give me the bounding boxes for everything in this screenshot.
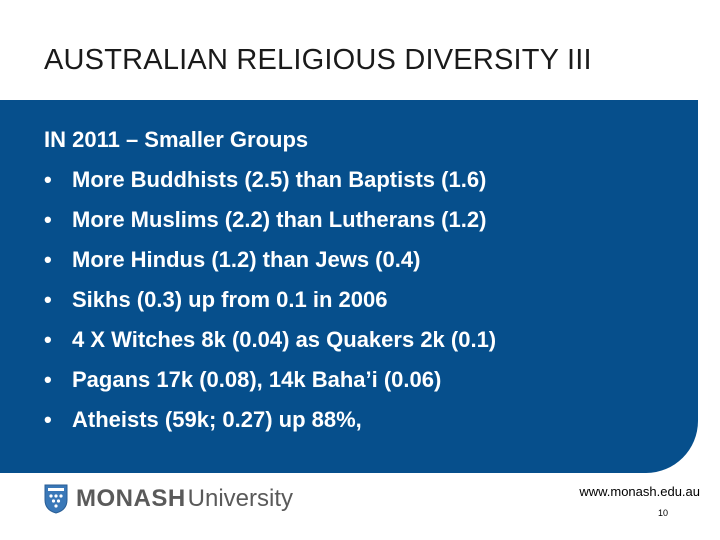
- bullet-icon: •: [44, 367, 52, 392]
- bullet-text: More Buddhists (2.5) than Baptists (1.6): [72, 167, 487, 192]
- monash-logo: MONASH University: [44, 484, 293, 514]
- list-item: • 4 X Witches 8k (0.04) as Quakers 2k (0.…: [44, 320, 496, 360]
- bullet-list: • More Buddhists (2.5) than Baptists (1.6…: [44, 160, 496, 440]
- list-item: • More Hindus (1.2) than Jews (0.4): [44, 240, 496, 280]
- footer-url: www.monash.edu.au: [579, 484, 700, 499]
- bullet-icon: •: [44, 287, 52, 312]
- bullet-text: More Hindus (1.2) than Jews (0.4): [72, 247, 421, 272]
- bullet-icon: •: [44, 327, 52, 352]
- list-item: • Sikhs (0.3) up from 0.1 in 2006: [44, 280, 496, 320]
- bullet-icon: •: [44, 247, 52, 272]
- list-item: • Atheists (59k; 0.27) up 88%,: [44, 400, 496, 440]
- bullet-text: Atheists (59k; 0.27) up 88%,: [72, 407, 362, 432]
- bullet-text: 4 X Witches 8k (0.04) as Quakers 2k (0.1…: [72, 327, 497, 352]
- bullet-icon: •: [44, 207, 52, 232]
- list-item: • More Buddhists (2.5) than Baptists (1.6…: [44, 160, 496, 200]
- crest-icon: [44, 484, 68, 514]
- bullet-text: More Muslims (2.2) than Lutherans (1.2): [72, 207, 487, 232]
- list-item: • More Muslims (2.2) than Lutherans (1.2): [44, 200, 496, 240]
- content-panel: [0, 100, 698, 473]
- bullet-icon: •: [44, 407, 52, 432]
- list-item: • Pagans 17k (0.08), 14k Baha’i (0.06): [44, 360, 496, 400]
- page-number: 10: [657, 508, 668, 518]
- slide-content: IN 2011 – Smaller Groups • More Buddhists…: [44, 120, 496, 440]
- logo-wordmark-university: University: [187, 485, 294, 512]
- section-heading: IN 2011 – Smaller Groups: [44, 127, 309, 152]
- bullet-text: Sikhs (0.3) up from 0.1 in 2006: [72, 287, 388, 312]
- bullet-icon: •: [44, 167, 52, 192]
- logo-wordmark-monash: MONASH: [76, 485, 186, 512]
- slide-title: AUSTRALIAN RELIGIOUS DIVERSITY III: [44, 44, 592, 76]
- bullet-text: Pagans 17k (0.08), 14k Baha’i (0.06): [72, 367, 442, 392]
